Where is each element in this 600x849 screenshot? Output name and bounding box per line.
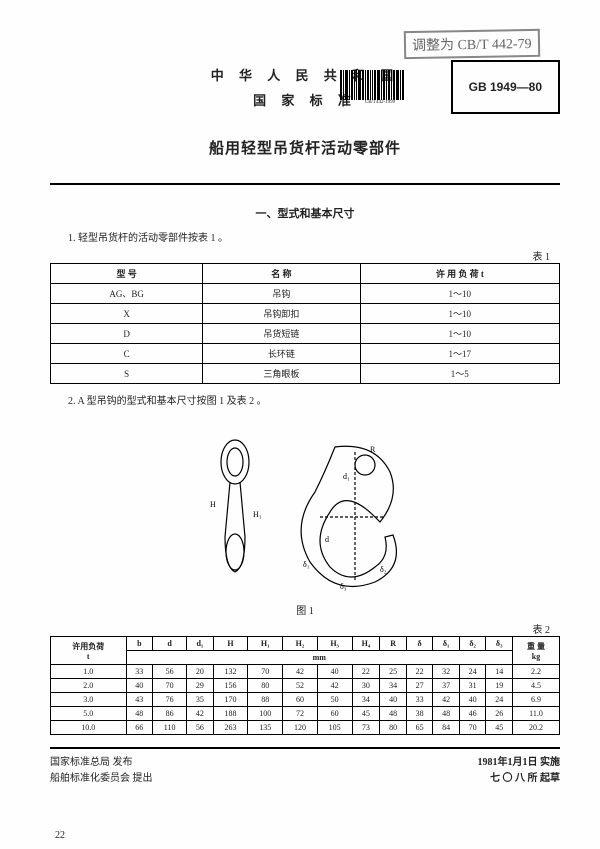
table2-header: R: [380, 637, 407, 651]
table-row: X吊钩卸扣1～10: [51, 304, 560, 324]
table-row: 2.04070291568052423034273731194.5: [51, 679, 560, 693]
table2-header: H₄: [352, 637, 380, 651]
unit-row: mm: [126, 651, 512, 665]
table-1: 型 号名 称许 用 负 荷 t AG、BG吊钩1～10X吊钩卸扣1～10D吊货短…: [50, 263, 560, 384]
document-title: 船用轻型吊货杆活动零部件: [50, 137, 560, 158]
divider: [50, 183, 560, 185]
table2-header: H: [213, 637, 248, 651]
table2-header: δ: [406, 637, 433, 651]
table-row: S三角眼板1～5: [51, 364, 560, 384]
table-row: 1.03356201327042402225223224142.2: [51, 665, 560, 679]
table2-header: d: [153, 637, 187, 651]
section-heading: 一、型式和基本尺寸: [50, 205, 560, 221]
issuer: 国家标准总局 发布: [50, 755, 153, 771]
svg-text:δ₃: δ₃: [340, 582, 347, 591]
table2-header: δ₃: [486, 637, 513, 651]
standard-code-box: GB 1949—80: [451, 60, 560, 114]
table1-label: 表 1: [50, 248, 560, 263]
implementation-date: 1981年1月1日 实施: [478, 755, 561, 771]
table1-header: 名 称: [203, 264, 360, 284]
table-2: 许用负荷 tbdd₁HH₁H₂H₃H₄Rδδ₁δ₂δ₃重 量 kg mm 1.0…: [50, 636, 560, 735]
svg-text:d₁: d₁: [343, 472, 350, 481]
table2-header: d₁: [187, 637, 214, 651]
svg-text:d: d: [325, 535, 329, 544]
svg-text:δ₁: δ₁: [303, 560, 310, 569]
drafter: 七 〇 八 所 起草: [478, 771, 561, 787]
page-number: 22: [55, 830, 65, 841]
table-row: AG、BG吊钩1～10: [51, 284, 560, 304]
svg-text:R: R: [370, 445, 376, 454]
svg-text:H₁: H₁: [253, 510, 262, 519]
table2-header: δ₁: [433, 637, 460, 651]
page-footer: 国家标准总局 发布 船舶标准化委员会 提出 1981年1月1日 实施 七 〇 八…: [50, 747, 560, 787]
table-row: D吊货短链1～10: [51, 324, 560, 344]
table-row: 3.04376351708860503440334240246.9: [51, 693, 560, 707]
table1-header: 许 用 负 荷 t: [360, 264, 559, 284]
table2-header: 许用负荷 t: [51, 637, 127, 665]
table-row: 5.0488642188100726045483848462611.0: [51, 707, 560, 721]
figure-caption: 图 1: [50, 602, 560, 617]
table2-header: b: [126, 637, 153, 651]
barcode: CB/T442-1999: [340, 70, 420, 105]
table2-header: H₃: [317, 637, 352, 651]
svg-text:δ₂: δ₂: [380, 565, 387, 574]
barcode-caption: CB/T442-1999: [340, 100, 420, 105]
table2-header: H₂: [283, 637, 318, 651]
paragraph-1: 1. 轻型吊货杆的活动零部件按表 1 。: [68, 229, 560, 244]
svg-text:H: H: [210, 500, 216, 509]
correction-stamp: 调整为 CB/T 442-79: [404, 29, 540, 59]
table2-header: δ₂: [459, 637, 486, 651]
proposer: 船舶标准化委员会 提出: [50, 771, 153, 787]
table-row: C长环链1～17: [51, 344, 560, 364]
figure-1: H H₁ R d₁ d δ₁ δ₂ δ₃ 图 1: [50, 417, 560, 617]
table2-header: 重 量 kg: [512, 637, 559, 665]
table1-header: 型 号: [51, 264, 203, 284]
table2-label: 表 2: [50, 621, 560, 636]
table2-header: H₁: [248, 637, 283, 651]
table-row: 10.0661105626313512010573806584704520.2: [51, 721, 560, 735]
document-header: 中 华 人 民 共 和 国 国 家 标 准 CB/T442-1999 GB 19…: [50, 65, 560, 158]
paragraph-2: 2. A 型吊钩的型式和基本尺寸按图 1 及表 2 。: [68, 392, 560, 407]
